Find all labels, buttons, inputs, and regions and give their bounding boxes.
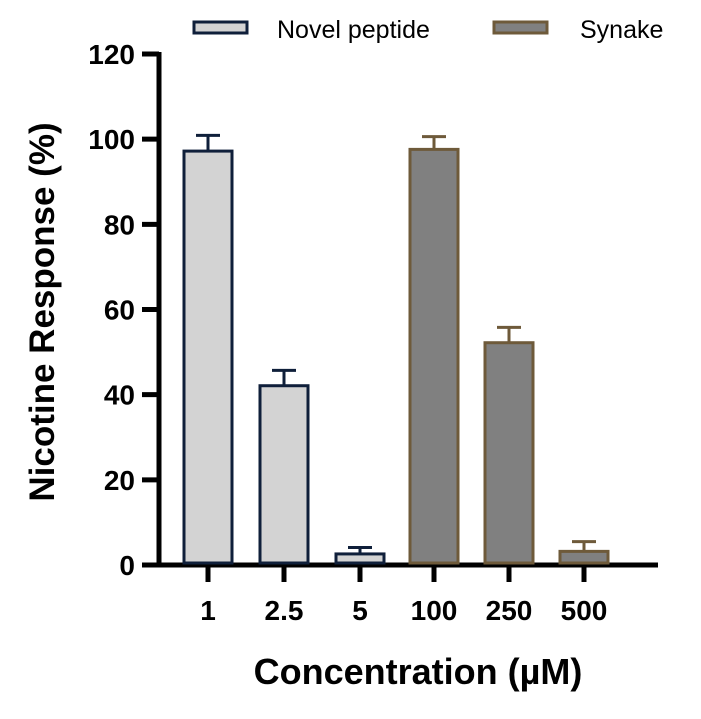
- y-tick-label: 20: [104, 465, 135, 496]
- bar: [334, 552, 386, 565]
- legend-label: Synake: [580, 16, 663, 44]
- x-tick-label: 250: [486, 595, 533, 626]
- y-tick-label: 40: [104, 380, 135, 411]
- y-tick-label: 60: [104, 295, 135, 326]
- y-tick-label: 120: [88, 39, 135, 70]
- x-tick-label: 500: [561, 595, 608, 626]
- legend-swatch: [492, 20, 549, 35]
- y-axis-label: Nicotine Response (%): [23, 122, 62, 501]
- x-tick-label: 100: [411, 595, 458, 626]
- x-tick-label: 5: [352, 595, 368, 626]
- bar: [483, 341, 535, 565]
- bar: [408, 147, 460, 565]
- bars: [182, 133, 610, 565]
- y-tick-label: 80: [104, 209, 135, 240]
- y-tick-label: 0: [119, 550, 135, 581]
- axes: 0 20 40 60 80 100 120 1 2.5 5 100 250 500: [88, 39, 658, 626]
- legend: Novel peptide Synake: [192, 16, 663, 44]
- legend-swatch: [192, 20, 249, 35]
- legend-label: Novel peptide: [277, 16, 430, 44]
- bar: [182, 149, 234, 565]
- y-tick-label: 100: [88, 124, 135, 155]
- bar: [558, 549, 610, 565]
- x-tick-label: 1: [200, 595, 216, 626]
- x-axis-label: Concentration (µM): [254, 651, 583, 692]
- x-tick-label: 2.5: [265, 595, 304, 626]
- bar: [258, 384, 310, 565]
